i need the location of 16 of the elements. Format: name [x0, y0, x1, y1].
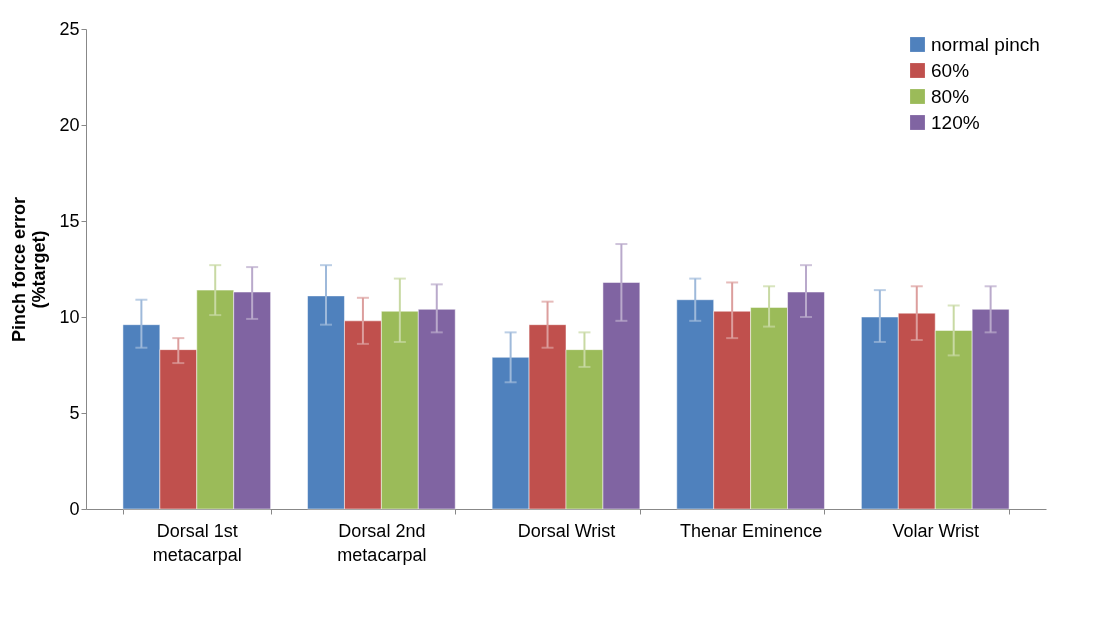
y-tick-label: 5 [69, 402, 80, 423]
x-tick-label: Volar Wrist [892, 520, 980, 541]
x-tick-label: Dorsal Wrist [517, 520, 616, 541]
legend-label: 60% [931, 59, 970, 81]
y-axis-title: Pinch force error (%target) [9, 196, 50, 343]
x-tick-label: Dorsal 2nd metacarpal [337, 520, 427, 565]
x-tick-label: Dorsal 1st metacarpal [152, 520, 242, 565]
y-tick-label: 20 [59, 114, 80, 135]
legend-label: 80% [931, 85, 970, 107]
y-tick-label: 15 [59, 210, 80, 231]
y-tick-label: 0 [69, 498, 80, 519]
legend-label: 120% [931, 111, 980, 133]
y-tick-label: 25 [59, 18, 80, 39]
legend-label: normal pinch [931, 33, 1040, 55]
y-tick-label: 10 [59, 306, 80, 327]
x-tick-label: Thenar Eminence [680, 520, 823, 541]
